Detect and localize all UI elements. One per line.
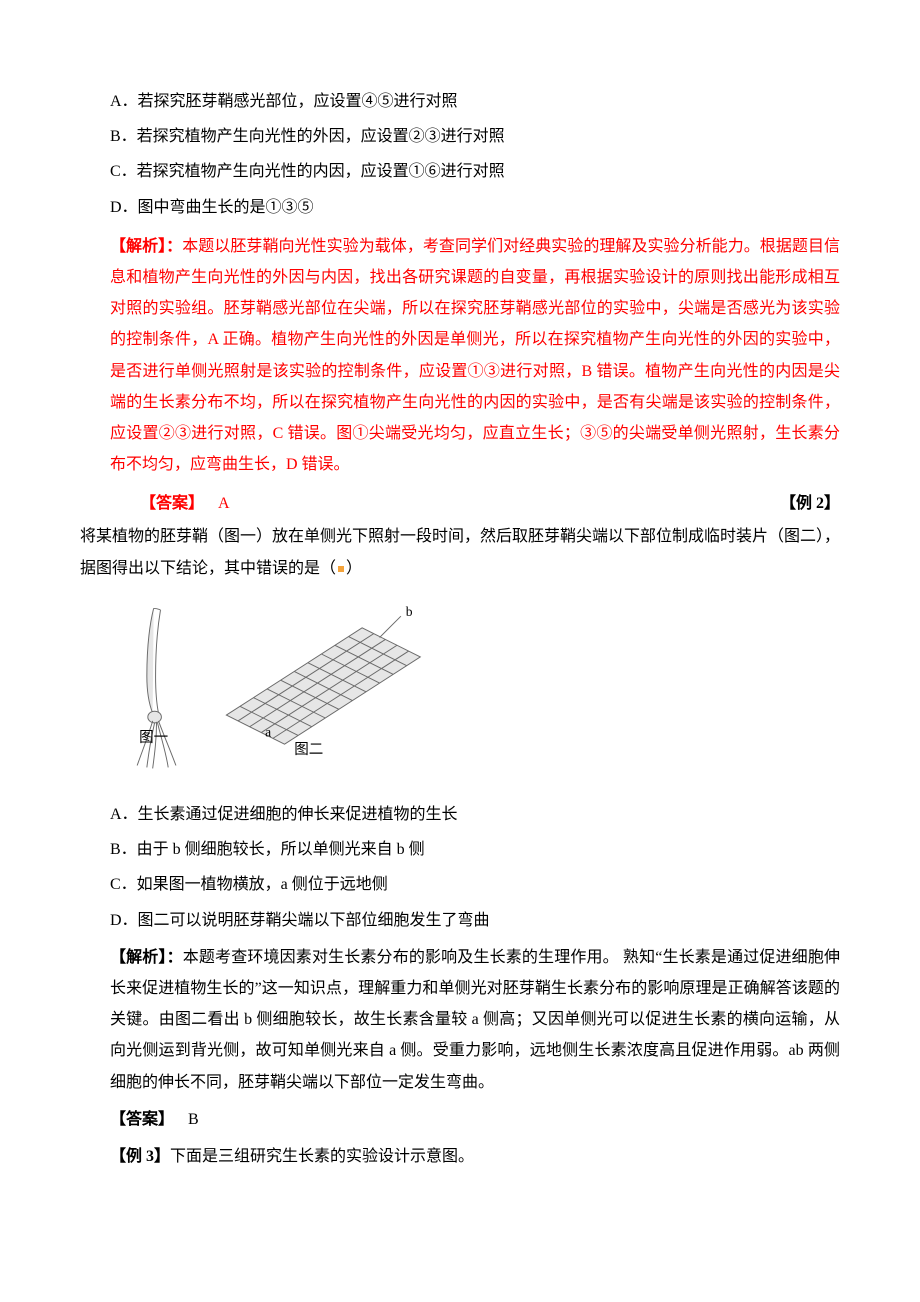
q2-answer-row: 【答案】 B xyxy=(80,1104,840,1135)
q2-answer-label: 【答案】 xyxy=(110,1111,174,1128)
q2-option-c: C．如果图一植物横放，a 侧位于远地侧 xyxy=(80,869,840,900)
q2-analysis-block: 【解析】：本题考查环境因素对生长素分布的影响及生长素的生理作用。 熟知“生长素是… xyxy=(80,942,840,1098)
figure-label-a: a xyxy=(265,724,271,739)
q1-analysis-label: 【解析】： xyxy=(110,238,182,255)
q2-analysis-label: 【解析】： xyxy=(110,949,183,966)
q1-analysis-text: 本题以胚芽鞘向光性实验为载体，考查同学们对经典实验的理解及实验分析能力。根据题目… xyxy=(110,238,840,473)
figure-caption-1: 图一 xyxy=(139,730,168,746)
q2-stem-end: ） xyxy=(346,560,362,577)
q3-row: 【例 3】下面是三组研究生长素的实验设计示意图。 xyxy=(80,1141,840,1172)
q2-stem-text: 将某植物的胚芽鞘（图一）放在单侧光下照射一段时间，然后取胚芽鞘尖端以下部位制成临… xyxy=(80,528,840,576)
q1-analysis-block: 【解析】：本题以胚芽鞘向光性实验为载体，考查同学们对经典实验的理解及实验分析能力… xyxy=(80,231,840,481)
q3-text: 下面是三组研究生长素的实验设计示意图。 xyxy=(170,1148,474,1165)
q2-figure: a b 图一 图二 xyxy=(80,596,840,787)
q1-answer-row: 【答案】 A 【例 2】 xyxy=(80,488,840,519)
q1-answer-left: 【答案】 A xyxy=(80,488,230,519)
q2-figure-svg: a b 图一 图二 xyxy=(110,596,430,776)
q1-option-c: C．若探究植物产生向光性的内因，应设置①⑥进行对照 xyxy=(80,156,840,187)
q2-analysis-text: 本题考查环境因素对生长素分布的影响及生长素的生理作用。 熟知“生长素是通过促进细… xyxy=(110,949,840,1091)
q2-option-d: D．图二可以说明胚芽鞘尖端以下部位细胞发生了弯曲 xyxy=(80,905,840,936)
figure-caption-2: 图二 xyxy=(294,742,323,758)
figure-label-b: b xyxy=(406,604,413,619)
q1-answer-value: A xyxy=(218,495,230,512)
orange-dot-icon xyxy=(338,566,344,572)
q2-option-b: B．由于 b 侧细胞较长，所以单侧光来自 b 侧 xyxy=(80,834,840,865)
q1-option-d: D．图中弯曲生长的是①③⑤ xyxy=(80,192,840,223)
q1-option-a: A．若探究胚芽鞘感光部位，应设置④⑤进行对照 xyxy=(80,86,840,117)
q2-option-a: A．生长素通过促进细胞的伸长来促进植物的生长 xyxy=(80,799,840,830)
example-3-label: 【例 3】 xyxy=(110,1148,170,1165)
example-2-label: 【例 2】 xyxy=(780,488,840,519)
q2-stem: 将某植物的胚芽鞘（图一）放在单侧光下照射一段时间，然后取胚芽鞘尖端以下部位制成临… xyxy=(80,521,840,583)
q1-option-b: B．若探究植物产生向光性的外因，应设置②③进行对照 xyxy=(80,121,840,152)
q1-answer-label: 【答案】 xyxy=(140,495,204,512)
q2-answer-value: B xyxy=(188,1111,199,1128)
